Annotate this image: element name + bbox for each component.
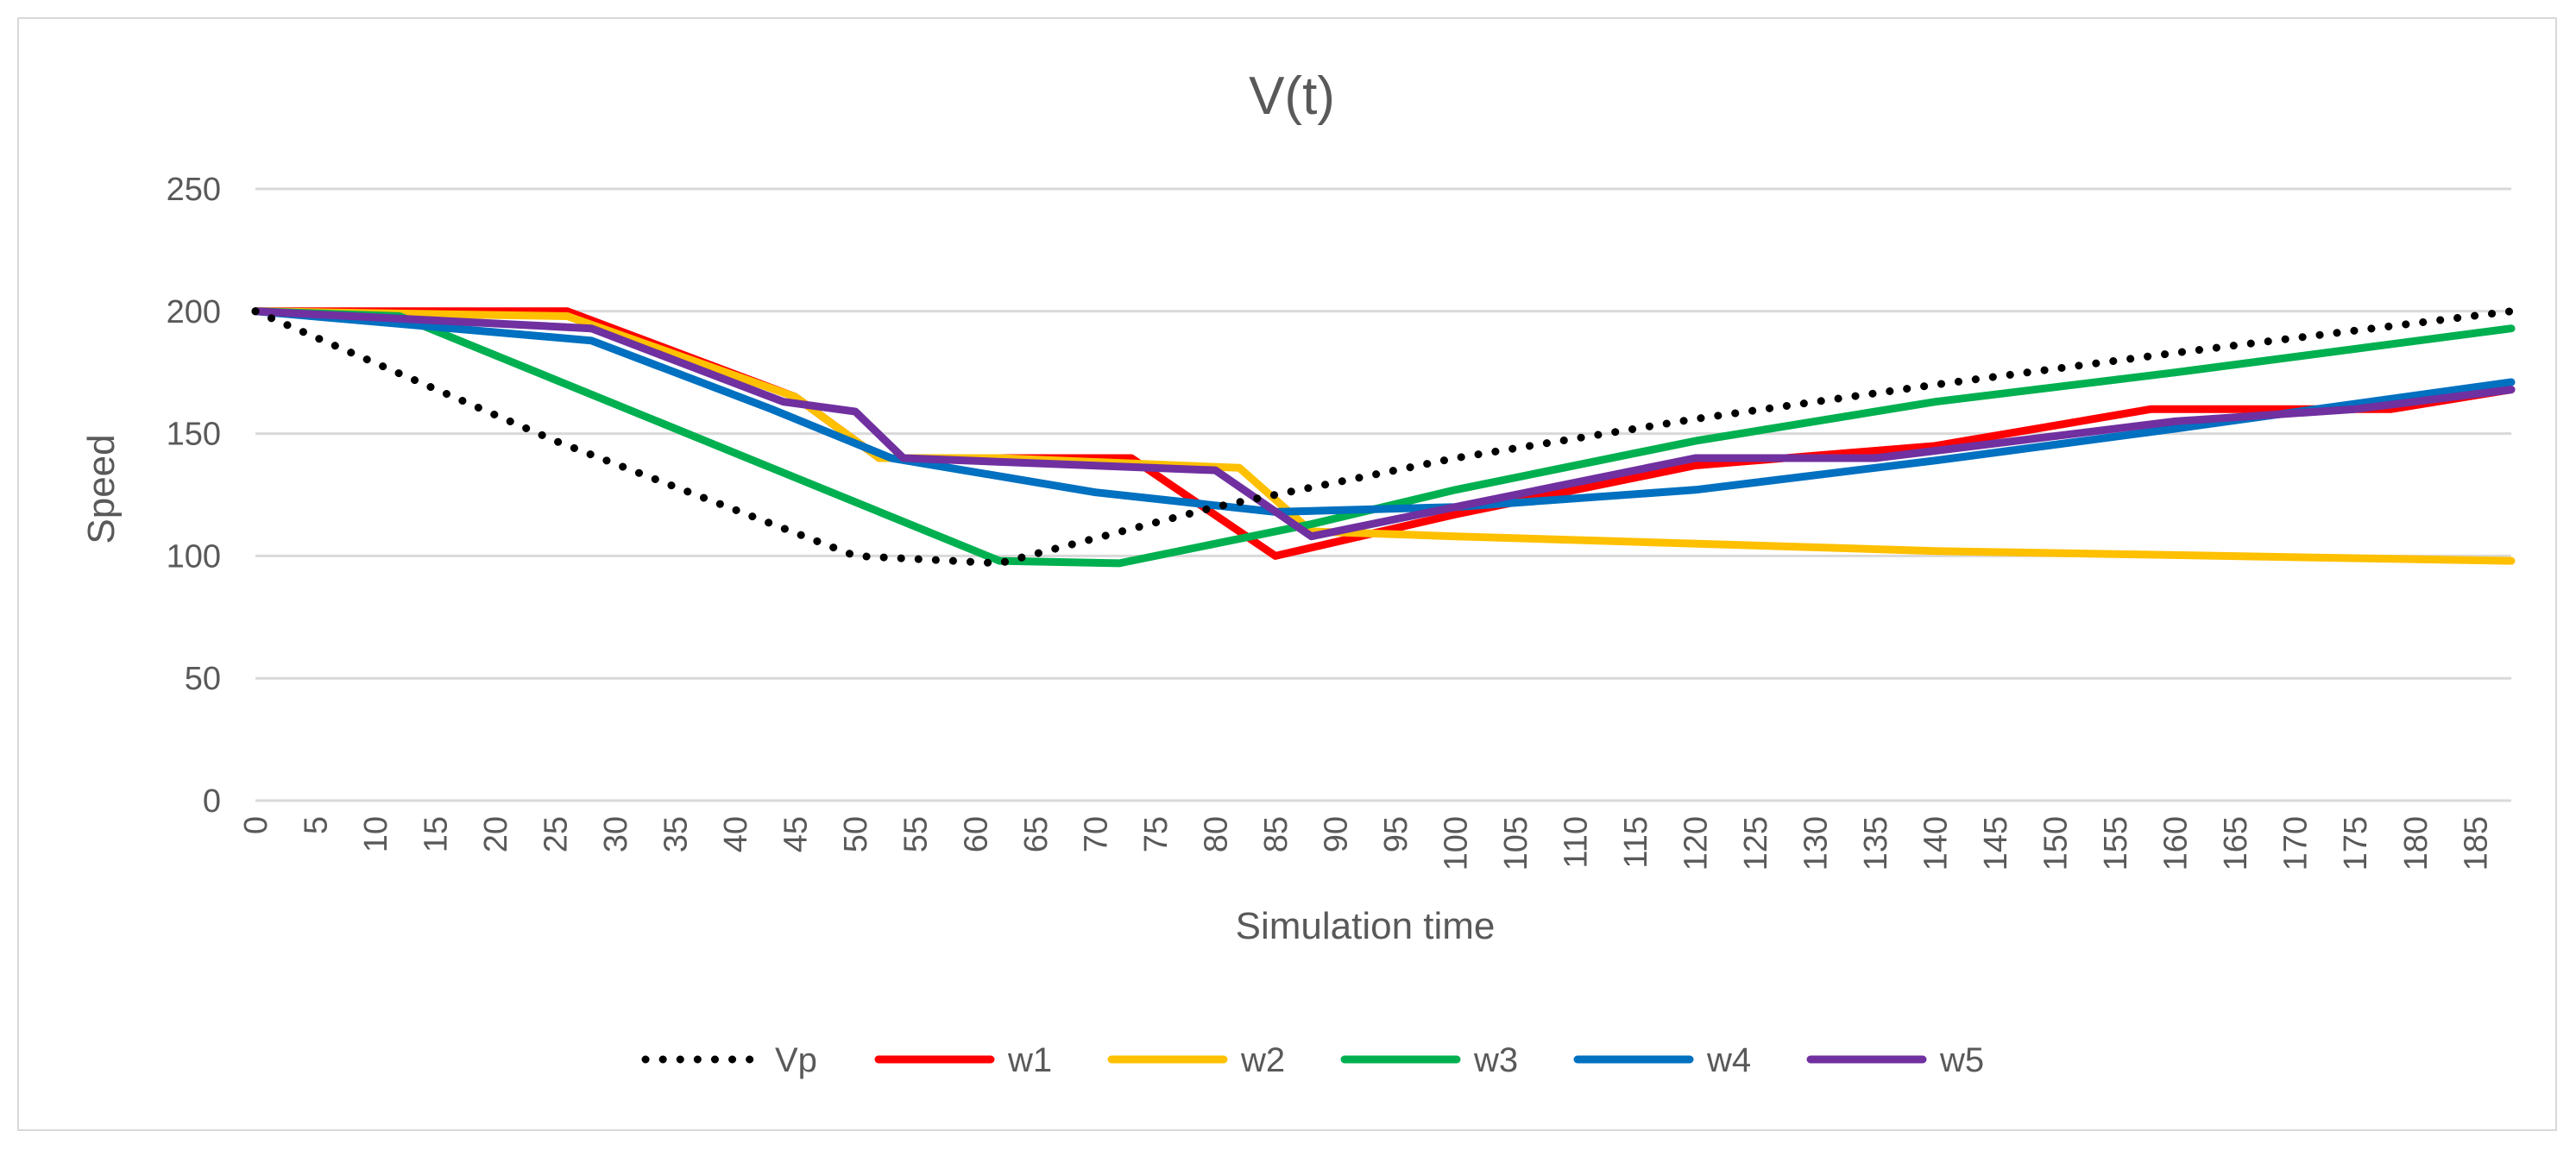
x-tick-label: 90: [1318, 816, 1354, 852]
x-axis-ticks: 0 5 10 15 20 25 30 35 40 45 50 55 60 65 70 75 80 85 90 95 10…: [238, 816, 2494, 870]
series-lines: [251, 307, 2516, 568]
legend-label-w1: w1: [1007, 1041, 1052, 1079]
y-tick-label: 250: [167, 172, 221, 208]
x-tick-label: 175: [2338, 816, 2374, 870]
y-axis-ticks: 0 50 100 150 200 250: [167, 172, 221, 820]
y-tick-label: 100: [167, 538, 221, 575]
x-tick-label: 85: [1258, 816, 1294, 852]
x-tick-label: 65: [1018, 816, 1055, 852]
x-tick-label: 135: [1858, 816, 1894, 870]
x-tick-label: 105: [1498, 816, 1534, 870]
x-tick-label: 70: [1078, 816, 1114, 852]
x-tick-label: 10: [358, 816, 394, 852]
chart-title: V(t): [1249, 66, 1335, 126]
x-tick-label: 5: [299, 816, 335, 834]
line-chart: V(t) 0 50 100 150 200 250 0 5 10 15 20 25 30 35 40 45 5…: [80, 66, 2516, 1079]
x-tick-label: 75: [1138, 816, 1175, 852]
x-tick-label: 145: [1978, 816, 2014, 870]
x-tick-label: 140: [1918, 816, 1955, 870]
x-tick-label: 45: [778, 816, 815, 852]
x-tick-label: 130: [1798, 816, 1835, 870]
x-tick-label: 50: [838, 816, 874, 852]
y-axis-title: Speed: [80, 434, 123, 544]
legend-label-vp: Vp: [775, 1041, 817, 1079]
x-tick-label: 15: [419, 816, 455, 852]
x-axis-title: Simulation time: [1236, 905, 1496, 947]
legend-label-w2: w2: [1240, 1041, 1285, 1079]
x-tick-label: 115: [1618, 816, 1654, 869]
y-tick-label: 200: [167, 294, 221, 330]
x-tick-label: 55: [898, 816, 935, 852]
x-tick-label: 160: [2158, 816, 2195, 870]
x-tick-label: 165: [2218, 816, 2254, 870]
series-line-w5: [251, 307, 2516, 541]
x-tick-label: 0: [238, 816, 274, 834]
x-tick-label: 95: [1378, 816, 1414, 852]
x-tick-label: 100: [1438, 816, 1474, 870]
legend-label-w3: w3: [1473, 1041, 1518, 1079]
legend: Vp w1 w2 w3 w4 w5: [641, 1041, 1984, 1079]
x-tick-label: 150: [2038, 816, 2075, 870]
legend-label-w4: w4: [1706, 1041, 1751, 1079]
chart-frame: V(t) 0 50 100 150 200 250 0 5 10 15 20 25 30 35 40 45 5…: [17, 17, 2557, 1131]
x-tick-label: 20: [478, 816, 514, 852]
gridlines: [255, 187, 2511, 802]
x-tick-label: 80: [1198, 816, 1234, 852]
x-tick-label: 170: [2278, 816, 2315, 870]
x-tick-label: 185: [2458, 816, 2494, 870]
legend-label-w5: w5: [1939, 1041, 1984, 1079]
series-line-vp: [251, 307, 2516, 568]
x-tick-label: 110: [1558, 816, 1594, 869]
x-tick-label: 25: [539, 816, 575, 852]
x-tick-label: 35: [658, 816, 695, 852]
x-tick-label: 155: [2098, 816, 2134, 870]
x-tick-label: 40: [718, 816, 754, 852]
y-tick-label: 150: [167, 417, 221, 453]
x-tick-label: 60: [958, 816, 994, 852]
x-tick-label: 180: [2398, 816, 2434, 870]
x-tick-label: 30: [598, 816, 634, 852]
y-tick-label: 50: [185, 661, 221, 697]
x-tick-label: 125: [1738, 816, 1774, 870]
x-tick-label: 120: [1678, 816, 1715, 870]
y-tick-label: 0: [203, 783, 221, 820]
